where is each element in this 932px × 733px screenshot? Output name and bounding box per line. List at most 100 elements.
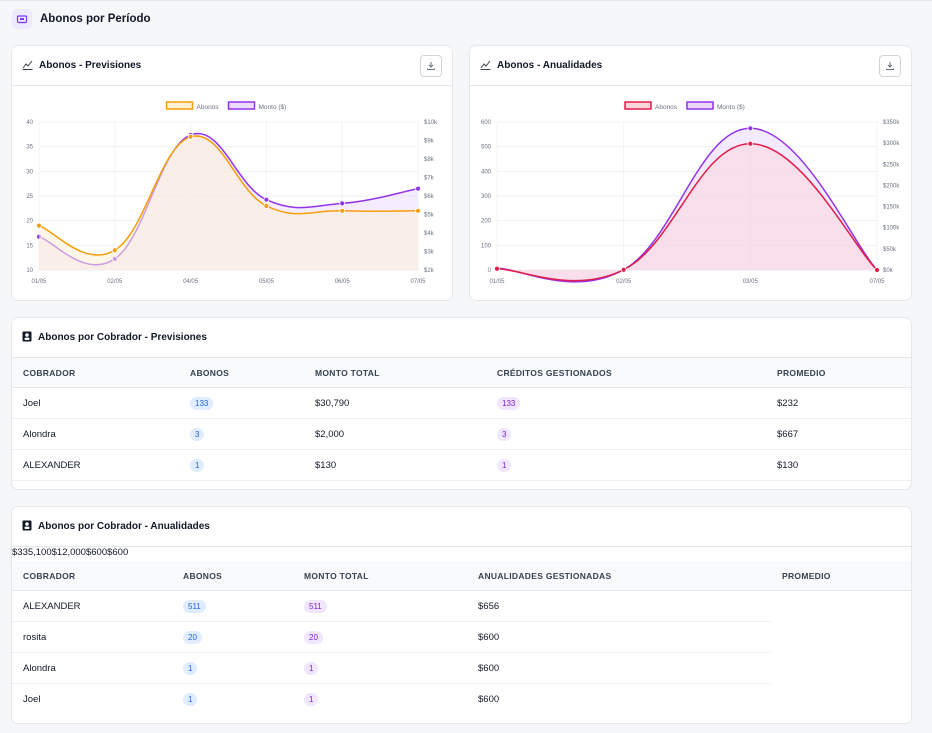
data-point <box>339 207 346 214</box>
line-chart-icon <box>22 57 33 75</box>
count-badge: 133 <box>190 396 214 410</box>
data-point <box>874 267 880 273</box>
table-anualidades: COBRADOR ABONOS MONTO TOTAL ANUALIDADES … <box>12 561 911 714</box>
cell-creditos: 3 <box>486 418 766 450</box>
cell-anualidades: $656 <box>467 590 771 622</box>
legend-label: Monto ($) <box>259 104 287 111</box>
data-point <box>263 202 270 209</box>
table-row: Joel 133 $30,790 133 $232 <box>12 387 911 419</box>
data-point <box>339 200 346 207</box>
cell-monto: $2,000 <box>304 418 486 450</box>
column-header[interactable]: ABONOS <box>179 358 304 388</box>
stray-amounts-text: $335,100$12,000$600$600 <box>12 547 129 558</box>
cell-cobrador: ALEXANDER <box>12 590 172 622</box>
chart-card-previsiones: Abonos - Previsiones Abonos Monto ($) 10 15… <box>11 45 453 301</box>
download-button[interactable] <box>420 54 442 77</box>
cell-anualidades: $600 <box>478 693 500 705</box>
x-tick-label: 02/05 <box>107 279 123 285</box>
cell-abonos: 1 <box>172 684 293 715</box>
y-right-tick-label: $2k <box>424 268 435 274</box>
table-card-anualidades: Abonos por Cobrador - Anualidades $335,1… <box>11 506 912 724</box>
legend-swatch <box>227 101 256 110</box>
table-header-row: COBRADOR ABONOS MONTO TOTAL CRÉDITOS GES… <box>12 358 911 388</box>
legend-label: Monto ($) <box>717 104 745 111</box>
y-left-tick-label: 300 <box>481 194 492 200</box>
cell-promedio <box>771 591 911 622</box>
y-left-tick-label: 20 <box>26 219 33 225</box>
table-row: ALEXANDER 511 511 $656 <box>12 590 911 622</box>
x-tick-label: 02/05 <box>616 279 632 285</box>
count-badge: 1 <box>304 661 319 675</box>
y-left-tick-label: 600 <box>481 120 492 126</box>
count-badge: 511 <box>304 599 327 613</box>
column-header[interactable]: PROMEDIO <box>766 358 911 388</box>
cell-cobrador: Joel <box>23 693 41 705</box>
y-right-tick-label: $350k <box>883 120 900 126</box>
count-badge: 133 <box>497 396 521 410</box>
y-left-tick-label: 10 <box>26 268 33 274</box>
data-point <box>747 125 754 132</box>
table-header-row: COBRADOR ABONOS MONTO TOTAL ANUALIDADES … <box>12 561 911 591</box>
cell-abonos: 511 <box>172 590 293 622</box>
column-header[interactable]: CRÉDITOS GESTIONADOS <box>486 358 766 388</box>
chart-card-header: Abonos - Previsiones <box>12 46 452 86</box>
legend-label: Abonos <box>655 104 678 111</box>
user-badge-icon <box>22 518 32 536</box>
series-area <box>497 143 877 281</box>
count-badge: 1 <box>183 692 198 706</box>
table-row: Alondra 3 $2,000 3 $667 <box>12 418 911 450</box>
cell-monto: 1 <box>293 684 467 715</box>
data-point <box>263 196 270 203</box>
column-header[interactable]: MONTO TOTAL <box>304 358 486 388</box>
cell-abonos: 133 <box>179 387 304 419</box>
chart-card-header: Abonos - Anualidades <box>470 46 911 86</box>
cell-promedio: $130 <box>766 449 911 481</box>
y-left-tick-label: 15 <box>26 243 33 249</box>
y-left-tick-label: 30 <box>26 169 33 175</box>
data-point <box>620 266 627 273</box>
y-right-tick-label: $4k <box>424 231 435 237</box>
y-left-tick-label: 400 <box>481 169 492 175</box>
table-row: Joel 1 1 $600 <box>12 684 911 715</box>
column-header[interactable]: ANUALIDADES GESTIONADAS <box>467 561 771 591</box>
x-tick-label: 07/05 <box>410 279 426 285</box>
series-area <box>39 135 418 270</box>
chart-anualidades: Abonos Monto ($) 0 100 200 300 400 500 600 $0k $50… <box>481 101 900 285</box>
y-right-tick-label: $5k <box>424 213 435 219</box>
data-point <box>111 247 118 254</box>
count-badge: 1 <box>304 692 319 706</box>
y-left-tick-label: 40 <box>26 120 33 126</box>
x-tick-label: 05/05 <box>259 279 275 285</box>
y-right-tick-label: $150k <box>883 205 900 211</box>
count-badge: 1 <box>183 661 198 675</box>
cell-monto: 1 <box>293 652 467 684</box>
column-header[interactable]: COBRADOR <box>12 358 179 388</box>
download-icon <box>427 61 435 70</box>
table-card-header: Abonos por Cobrador - Anualidades <box>12 507 911 547</box>
cell-cobrador: Joel <box>12 387 179 419</box>
cell-anualidades: $600 <box>467 652 771 684</box>
cell-cobrador: Alondra <box>12 418 179 450</box>
y-right-tick-label: $10k <box>424 120 438 126</box>
cell-abonos: 1 <box>179 449 304 481</box>
column-header[interactable]: MONTO TOTAL <box>293 561 467 591</box>
count-badge: 511 <box>183 599 206 613</box>
table-row: rosita 20 20 $600 <box>12 621 911 653</box>
y-left-tick-label: 500 <box>481 145 492 151</box>
y-left-tick-label: 35 <box>26 145 33 151</box>
y-right-tick-label: $3k <box>424 250 435 256</box>
y-right-tick-label: $9k <box>424 139 435 145</box>
download-button[interactable] <box>879 54 901 77</box>
cell-cobrador: ALEXANDER <box>12 449 179 481</box>
series-line <box>496 142 878 282</box>
column-header[interactable]: PROMEDIO <box>771 561 911 591</box>
y-right-tick-label: $7k <box>424 176 435 182</box>
x-tick-label: 04/05 <box>183 279 199 285</box>
x-tick-label: 03/05 <box>743 279 759 285</box>
table-previsiones: COBRADOR ABONOS MONTO TOTAL CRÉDITOS GES… <box>12 358 911 481</box>
column-header[interactable]: ABONOS <box>172 561 293 591</box>
count-badge: 20 <box>304 630 323 644</box>
count-badge: 1 <box>190 458 205 472</box>
y-left-tick-label: 100 <box>481 243 492 249</box>
column-header[interactable]: COBRADOR <box>12 561 172 591</box>
